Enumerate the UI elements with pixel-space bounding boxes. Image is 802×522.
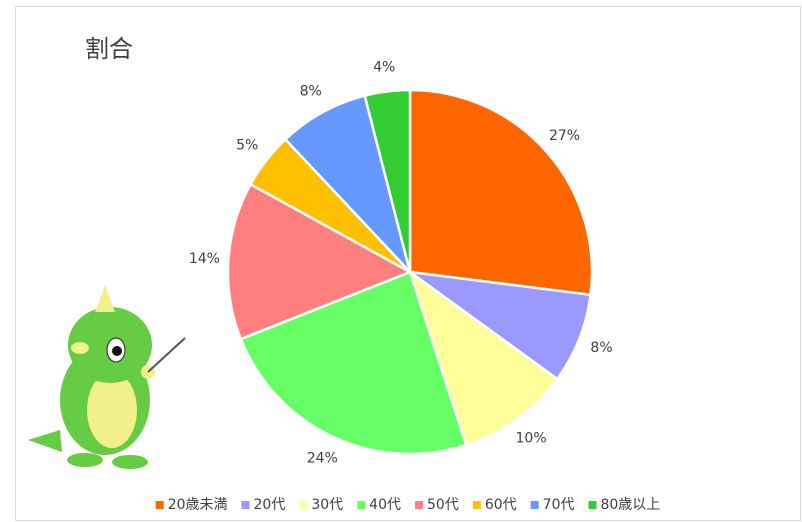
mascot-foot bbox=[112, 455, 148, 469]
data-label: 4% bbox=[373, 60, 395, 76]
legend-swatch bbox=[588, 501, 596, 509]
mascot-pupil bbox=[112, 346, 122, 356]
chart: 割合 27% 8% 10% 24% 14% 5% 8% 4% 20歳未満 20代 30代 40代 50代… bbox=[0, 0, 802, 522]
legend-swatch bbox=[357, 501, 365, 509]
data-label: 10% bbox=[516, 431, 547, 447]
legend-label: 60代 bbox=[485, 497, 517, 513]
chart-title: 割合 bbox=[85, 35, 133, 63]
legend-label: 40代 bbox=[369, 497, 401, 513]
legend-label: 70代 bbox=[543, 497, 575, 513]
data-label: 5% bbox=[236, 138, 258, 154]
legend-swatch bbox=[531, 501, 539, 509]
legend-swatch bbox=[299, 501, 307, 509]
data-label: 24% bbox=[307, 450, 338, 466]
legend-label: 80歳以上 bbox=[600, 497, 660, 513]
mascot-ear bbox=[71, 342, 89, 354]
mascot-foot bbox=[67, 453, 103, 467]
legend-swatch bbox=[242, 501, 250, 509]
mascot-belly bbox=[87, 372, 137, 448]
legend-label: 50代 bbox=[427, 497, 459, 513]
legend-label: 20歳未満 bbox=[168, 497, 228, 513]
data-label: 27% bbox=[549, 128, 580, 144]
legend-swatch bbox=[156, 501, 164, 509]
legend-swatch bbox=[473, 501, 481, 509]
legend-swatch bbox=[415, 501, 423, 509]
data-label: 14% bbox=[189, 251, 220, 267]
legend-label: 20代 bbox=[254, 497, 286, 513]
legend-label: 30代 bbox=[311, 497, 343, 513]
data-label: 8% bbox=[300, 83, 322, 99]
data-label: 8% bbox=[590, 340, 612, 356]
